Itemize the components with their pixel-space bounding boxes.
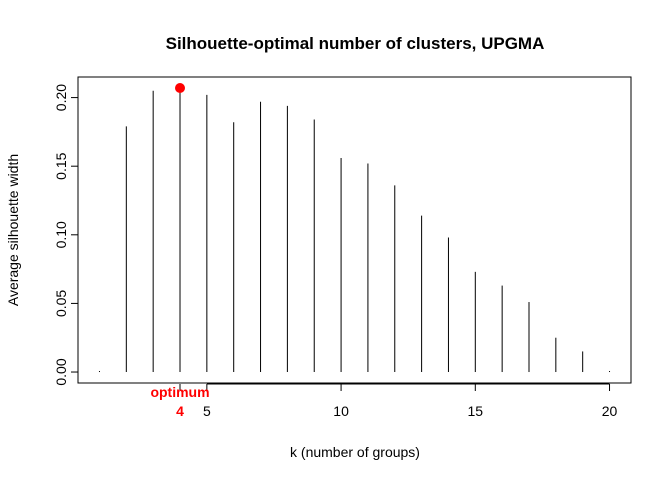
x-tick-label-20: 20 bbox=[602, 403, 618, 419]
y-tick-label-0: 0.00 bbox=[53, 358, 69, 385]
optimum-point bbox=[175, 82, 186, 93]
y-axis: 0.00 0.05 0.10 0.15 0.20 bbox=[53, 84, 79, 386]
y-tick-label-2: 0.10 bbox=[53, 221, 69, 248]
y-tick-label-4: 0.20 bbox=[53, 84, 69, 111]
bars-group bbox=[98, 87, 611, 373]
plot-frame bbox=[77, 76, 632, 384]
x-tick-label-10: 10 bbox=[333, 403, 349, 419]
x-tick-label-5: 5 bbox=[203, 403, 211, 419]
x-axis: 5 10 15 20 bbox=[203, 383, 618, 419]
x-tick-label-15: 15 bbox=[468, 403, 484, 419]
y-axis-label: Average silhouette width bbox=[5, 154, 21, 306]
x-axis-label: k (number of groups) bbox=[290, 444, 420, 460]
optimum-k-label: 4 bbox=[176, 403, 184, 419]
y-tick-label-1: 0.05 bbox=[53, 290, 69, 317]
chart-title: Silhouette-optimal number of clusters, U… bbox=[166, 34, 545, 53]
optimum-label: optimum bbox=[150, 384, 209, 400]
y-tick-label-3: 0.15 bbox=[53, 152, 69, 179]
optimum-annotation: optimum 4 bbox=[150, 82, 210, 419]
